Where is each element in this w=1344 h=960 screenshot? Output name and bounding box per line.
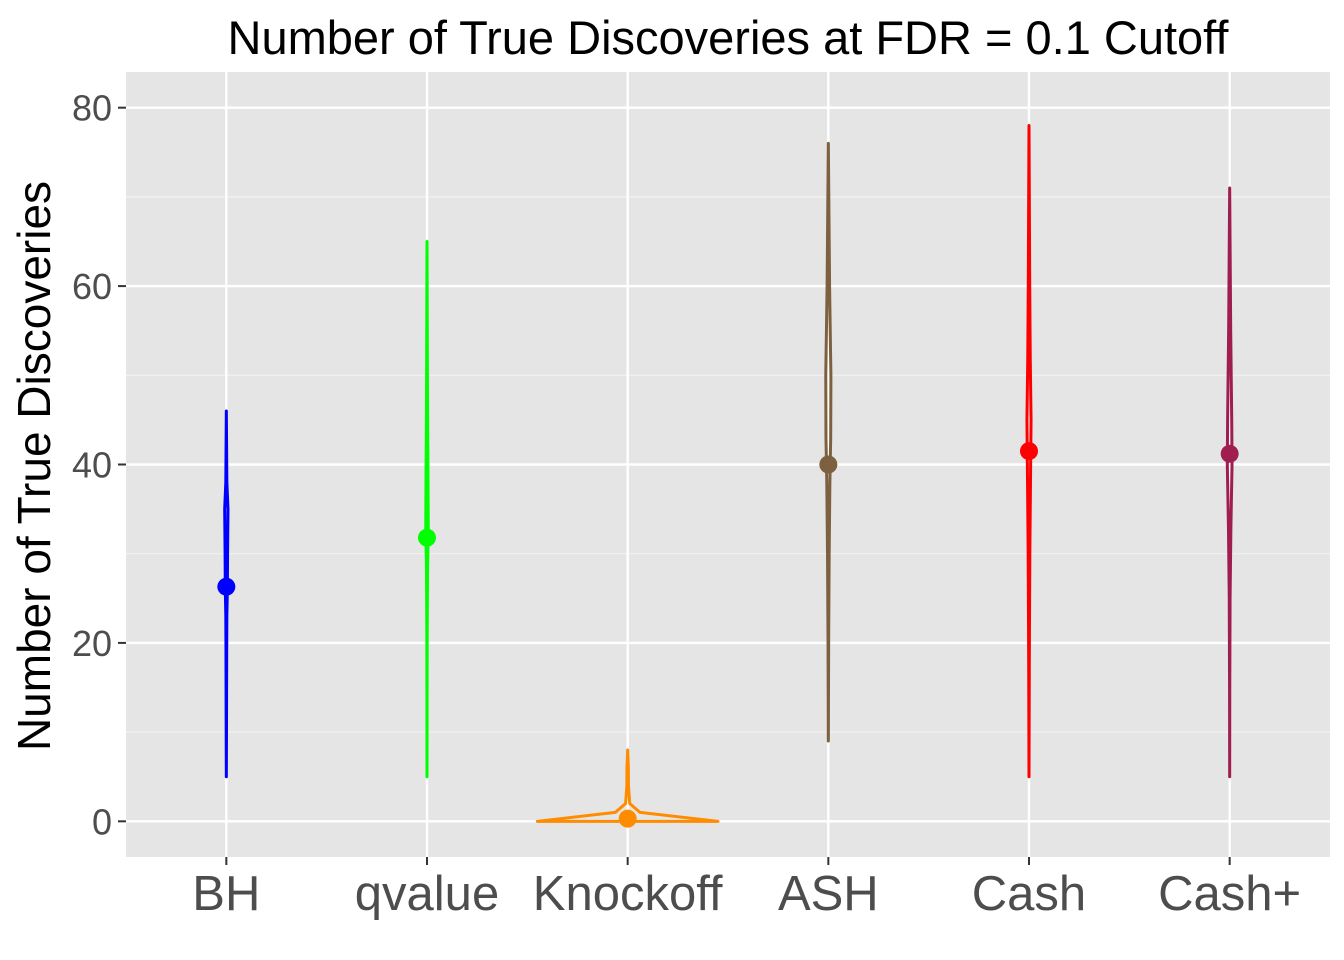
violins: [217, 124, 1239, 828]
y-tick-label: 20: [72, 623, 112, 664]
mean-point-knockoff: [618, 809, 637, 828]
x-tick-label: BH: [192, 867, 260, 921]
mean-point-cash-plus: [1220, 444, 1239, 463]
x-tick-label: ASH: [778, 867, 879, 921]
y-tick-label: 40: [72, 445, 112, 486]
y-axis: 0 20 40 60 80: [72, 88, 126, 842]
y-tick-label: 60: [72, 266, 112, 307]
x-tick-label: qvalue: [355, 867, 499, 921]
y-axis-title: Number of True Discoveries: [8, 181, 60, 751]
violin-qvalue: [424, 239, 430, 779]
chart-title: Number of True Discoveries at FDR = 0.1 …: [228, 11, 1230, 64]
minor-gridlines: [126, 196, 1330, 733]
mean-point-bh: [217, 577, 236, 596]
violin-bh: [223, 409, 230, 779]
violin-cash: [1025, 124, 1033, 779]
violin-knockoff: [535, 748, 720, 823]
x-tick-label: Cash: [972, 867, 1086, 921]
mean-point-ash: [819, 455, 838, 474]
x-axis: BH qvalue Knockoff ASH Cash Cash+: [192, 857, 1301, 921]
y-tick-label: 80: [72, 88, 112, 129]
y-tick-label: 0: [92, 801, 112, 842]
x-tick-label: Cash+: [1158, 867, 1301, 921]
mean-point-cash: [1020, 442, 1038, 461]
x-tick-label: Knockoff: [533, 867, 723, 921]
violin-ash: [824, 141, 833, 743]
violin-cash-plus: [1225, 186, 1234, 779]
mean-point-qvalue: [418, 528, 436, 547]
